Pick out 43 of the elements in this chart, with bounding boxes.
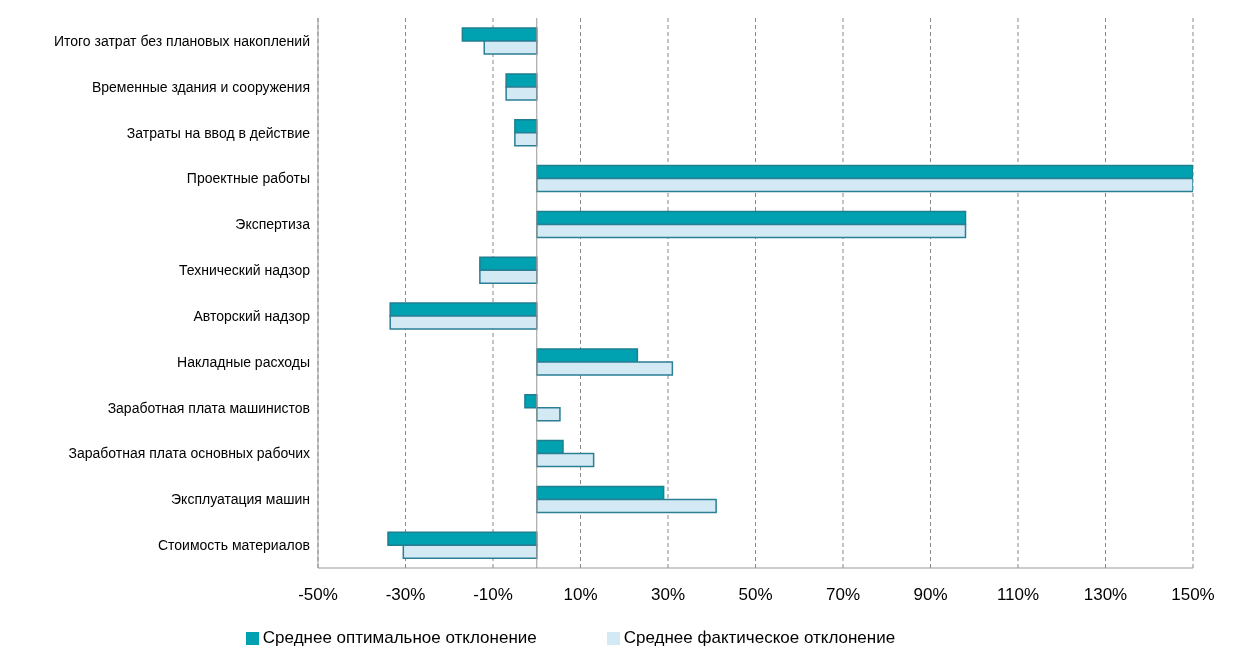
- legend-label: Среднее оптимальное отклонение: [262, 628, 537, 647]
- x-tick-label: 90%: [913, 585, 948, 605]
- y-tick-label: Авторский надзор: [193, 307, 311, 324]
- x-tick-label: -10%: [473, 585, 513, 605]
- x-tick-label: 50%: [738, 585, 773, 605]
- bar: [387, 531, 538, 546]
- y-tick-label: Заработная плата основных рабочих: [68, 445, 310, 462]
- x-tick-label: 30%: [650, 585, 686, 605]
- x-tick-label: 70%: [825, 585, 861, 605]
- x-tick-label: 150%: [1171, 585, 1215, 605]
- legend-label: Среднее фактическое отклонение: [623, 628, 896, 647]
- y-tick-label: Эксплуатация машин: [171, 491, 310, 508]
- bar: [505, 73, 538, 88]
- y-tick-label: Стоимость материалов: [157, 537, 310, 554]
- y-tick-label: Технический надзор: [178, 262, 311, 279]
- x-tick-label: -30%: [385, 585, 426, 605]
- bar: [524, 394, 538, 409]
- bar: [514, 132, 538, 147]
- x-tick-label: 110%: [996, 585, 1040, 605]
- bar: [483, 40, 538, 55]
- x-tick-label: 130%: [1083, 585, 1128, 605]
- x-tick-label: -50%: [298, 585, 338, 605]
- bar: [389, 315, 538, 330]
- bar: [461, 27, 538, 42]
- bar: [536, 452, 595, 468]
- bar: [536, 407, 561, 422]
- y-tick-label: Затраты на ввод в действие: [126, 124, 311, 141]
- y-tick-label: Накладные расходы: [177, 353, 310, 370]
- y-tick-label: Заработная плата машинистов: [107, 399, 310, 416]
- y-tick-label: Временные здания и сооружения: [91, 78, 310, 95]
- bar: [505, 86, 538, 101]
- bar: [389, 302, 538, 317]
- x-tick-label: 10%: [563, 585, 598, 605]
- y-tick-label: Проектные работы: [186, 170, 310, 187]
- bar: [536, 361, 674, 376]
- bar: [536, 164, 1193, 180]
- bar: [402, 544, 538, 559]
- y-tick-label: Итого затрат без плановых накоплений: [53, 32, 310, 49]
- bar: [536, 498, 717, 514]
- bar: [479, 269, 538, 284]
- y-tick-label: Экспертиза: [235, 216, 311, 233]
- bar: [536, 177, 1193, 193]
- bar: [536, 223, 967, 239]
